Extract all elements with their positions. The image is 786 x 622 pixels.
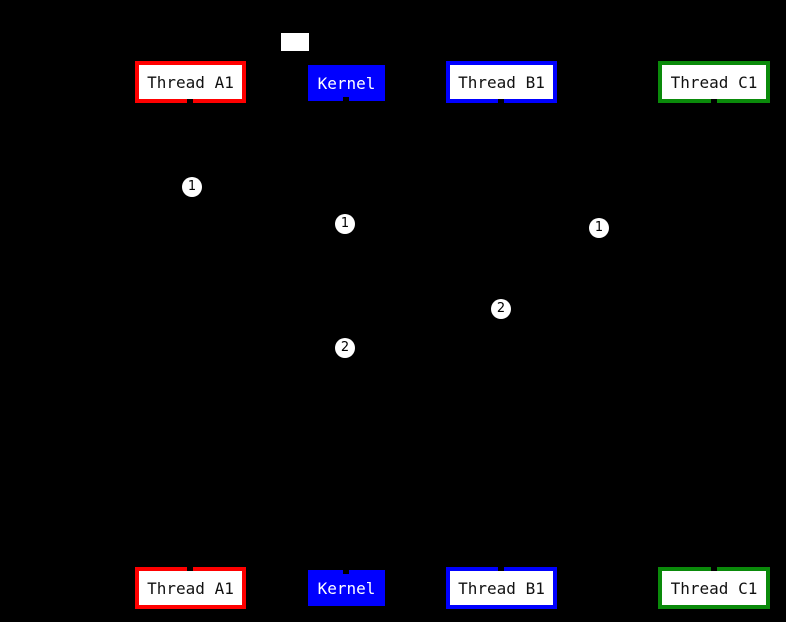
actor-thread-b1-top: Thread B1 xyxy=(446,61,557,103)
actor-thread-b1-bottom: Thread B1 xyxy=(446,567,557,609)
lifeline-stub xyxy=(343,97,349,101)
lifeline-stub xyxy=(343,570,349,574)
actor-thread-c1-top: Thread C1 xyxy=(658,61,770,103)
sequence-marker-1: 1 xyxy=(182,177,202,197)
actor-thread-a1-top: Thread A1 xyxy=(135,61,246,103)
actor-kernel-top: Kernel xyxy=(308,65,385,101)
blank-note-box xyxy=(281,33,309,51)
lifeline-stub xyxy=(711,567,717,571)
sequence-marker-2: 2 xyxy=(491,299,511,319)
actor-kernel-bottom: Kernel xyxy=(308,570,385,606)
lifeline-stub xyxy=(187,567,193,571)
lifeline-stub xyxy=(711,99,717,103)
actor-thread-a1-bottom: Thread A1 xyxy=(135,567,246,609)
lifeline-stub xyxy=(498,99,504,103)
sequence-marker-1: 1 xyxy=(589,218,609,238)
sequence-marker-2: 2 xyxy=(335,338,355,358)
sequence-marker-1: 1 xyxy=(335,214,355,234)
actor-thread-c1-bottom: Thread C1 xyxy=(658,567,770,609)
lifeline-stub xyxy=(187,99,193,103)
lifeline-stub xyxy=(498,567,504,571)
